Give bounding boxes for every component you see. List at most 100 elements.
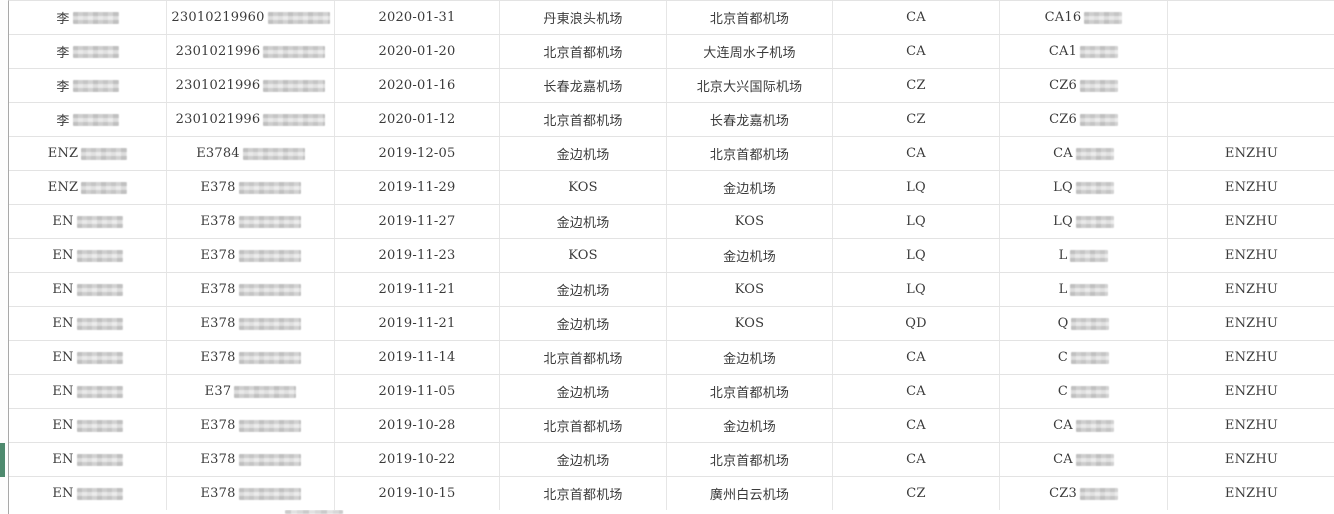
cell-flight-date[interactable]: 2019-11-21 xyxy=(335,273,500,306)
cell-airline-code[interactable]: LQ xyxy=(833,171,1000,204)
cell-passenger-name[interactable]: 李 xyxy=(9,69,167,102)
cell-arrival-airport[interactable]: 金边机场 xyxy=(667,341,833,374)
cell-passenger-name[interactable]: 李 xyxy=(9,35,167,68)
cell-holder-name[interactable]: ENZHU xyxy=(1224,146,1279,161)
cell-airline-code[interactable]: LQ xyxy=(833,239,1000,272)
cell-holder-name[interactable]: ENZHU xyxy=(1224,214,1279,229)
cell-passenger-name[interactable]: EN xyxy=(9,205,167,238)
cell-flight-number[interactable]: L xyxy=(1000,239,1168,272)
cell-id-number[interactable]: 23010219960 xyxy=(167,1,335,34)
cell-arrival-airport[interactable]: KOS xyxy=(667,307,833,340)
cell-flight-number[interactable]: CA16 xyxy=(1000,1,1168,34)
cell-passenger-name[interactable]: EN xyxy=(9,239,167,272)
cell-passenger-name[interactable]: EN xyxy=(9,409,167,442)
cell-flight-number[interactable]: CA xyxy=(1000,409,1168,442)
cell-holder-name[interactable] xyxy=(1168,69,1334,102)
cell-airline-code[interactable]: CA xyxy=(833,1,1000,34)
cell-departure-airport[interactable]: 北京首都机场 xyxy=(500,35,667,68)
cell-holder-name[interactable]: ENZHU xyxy=(1224,486,1279,501)
cell-departure-airport[interactable]: 北京首都机场 xyxy=(500,409,667,442)
cell-holder-name[interactable]: ENZHU xyxy=(1224,384,1279,399)
cell-airline-code[interactable]: CZ xyxy=(833,103,1000,136)
cell-holder-name[interactable]: ENZHU xyxy=(1224,418,1279,433)
cell-holder-name[interactable]: ENZHU xyxy=(1224,452,1279,467)
cell-holder-name[interactable]: ENZHU xyxy=(1224,248,1279,263)
cell-id-number[interactable]: E378 xyxy=(167,273,335,306)
cell-flight-date[interactable]: 2020-01-31 xyxy=(335,1,500,34)
cell-passenger-name[interactable]: EN xyxy=(9,375,167,408)
cell-departure-airport[interactable]: 丹東浪头机场 xyxy=(500,1,667,34)
cell-airline-code[interactable]: LQ xyxy=(833,205,1000,238)
cell-passenger-name[interactable]: ENZ xyxy=(9,137,167,170)
cell-airline-code[interactable]: CZ xyxy=(833,69,1000,102)
cell-flight-date[interactable]: 2019-11-27 xyxy=(335,205,500,238)
cell-id-number[interactable]: E378 xyxy=(167,307,335,340)
cell-flight-number[interactable]: CZ6 xyxy=(1000,69,1168,102)
cell-departure-airport[interactable]: 北京首都机场 xyxy=(500,341,667,374)
cell-airline-code[interactable]: LQ xyxy=(833,273,1000,306)
cell-holder-name[interactable]: ENZHU xyxy=(1224,180,1279,195)
cell-id-number[interactable]: 2301021996 xyxy=(167,69,335,102)
cell-flight-date[interactable]: 2019-11-14 xyxy=(335,341,500,374)
cell-flight-date[interactable]: 2019-10-15 xyxy=(335,477,500,510)
cell-departure-airport[interactable]: 北京首都机场 xyxy=(500,103,667,136)
cell-holder-name[interactable] xyxy=(1168,35,1334,68)
cell-arrival-airport[interactable]: 大连周水子机场 xyxy=(667,35,833,68)
cell-holder-name[interactable] xyxy=(1168,103,1334,136)
cell-departure-airport[interactable]: 金边机场 xyxy=(500,307,667,340)
cell-holder-name[interactable]: ENZHU xyxy=(1224,282,1279,297)
cell-id-number[interactable]: E37 xyxy=(167,375,335,408)
cell-departure-airport[interactable]: 金边机场 xyxy=(500,375,667,408)
cell-passenger-name[interactable]: EN xyxy=(9,443,167,476)
cell-flight-number[interactable]: Q xyxy=(1000,307,1168,340)
cell-airline-code[interactable]: CA xyxy=(833,375,1000,408)
cell-departure-airport[interactable]: 北京首都机场 xyxy=(500,477,667,510)
cell-id-number[interactable]: 2301021996 xyxy=(167,103,335,136)
cell-flight-date[interactable]: 2019-10-28 xyxy=(335,409,500,442)
cell-flight-date[interactable]: 2020-01-12 xyxy=(335,103,500,136)
cell-flight-date[interactable]: 2019-11-23 xyxy=(335,239,500,272)
cell-passenger-name[interactable]: EN xyxy=(9,477,167,510)
cell-flight-number[interactable]: C xyxy=(1000,341,1168,374)
cell-passenger-name[interactable]: ENZ xyxy=(9,171,167,204)
cell-flight-date[interactable]: 2019-12-05 xyxy=(335,137,500,170)
cell-flight-date[interactable]: 2019-11-21 xyxy=(335,307,500,340)
cell-arrival-airport[interactable]: 北京首都机场 xyxy=(667,137,833,170)
cell-flight-number[interactable]: CZ3 xyxy=(1000,477,1168,510)
cell-airline-code[interactable]: CA xyxy=(833,137,1000,170)
cell-flight-number[interactable]: CA1 xyxy=(1000,35,1168,68)
cell-airline-code[interactable]: CA xyxy=(833,341,1000,374)
cell-passenger-name[interactable]: EN xyxy=(9,341,167,374)
cell-flight-number[interactable]: CA xyxy=(1000,443,1168,476)
cell-passenger-name[interactable]: 李 xyxy=(9,1,167,34)
cell-airline-code[interactable]: CA xyxy=(833,409,1000,442)
cell-passenger-name[interactable]: 李 xyxy=(9,103,167,136)
cell-arrival-airport[interactable]: 廣州白云机场 xyxy=(667,477,833,510)
cell-flight-date[interactable]: 2019-11-05 xyxy=(335,375,500,408)
cell-arrival-airport[interactable]: 北京首都机场 xyxy=(667,1,833,34)
cell-id-number[interactable]: E378 xyxy=(167,239,335,272)
cell-holder-name[interactable] xyxy=(1168,1,1334,34)
cell-arrival-airport[interactable]: 北京首都机场 xyxy=(667,443,833,476)
cell-passenger-name[interactable]: EN xyxy=(9,273,167,306)
cell-airline-code[interactable]: CA xyxy=(833,443,1000,476)
cell-flight-date[interactable]: 2020-01-20 xyxy=(335,35,500,68)
cell-departure-airport[interactable]: 长春龙嘉机场 xyxy=(500,69,667,102)
cell-id-number[interactable]: E378 xyxy=(167,205,335,238)
cell-departure-airport[interactable]: KOS xyxy=(500,171,667,204)
cell-departure-airport[interactable]: KOS xyxy=(500,239,667,272)
cell-id-number[interactable]: E378 xyxy=(167,477,335,510)
cell-airline-code[interactable]: CZ xyxy=(833,477,1000,510)
cell-departure-airport[interactable]: 金边机场 xyxy=(500,137,667,170)
cell-arrival-airport[interactable]: KOS xyxy=(667,273,833,306)
cell-flight-number[interactable]: LQ xyxy=(1000,205,1168,238)
cell-arrival-airport[interactable]: 金边机场 xyxy=(667,171,833,204)
cell-arrival-airport[interactable]: KOS xyxy=(667,205,833,238)
cell-id-number[interactable]: E378 xyxy=(167,443,335,476)
cell-airline-code[interactable]: QD xyxy=(833,307,1000,340)
cell-departure-airport[interactable]: 金边机场 xyxy=(500,443,667,476)
cell-arrival-airport[interactable]: 长春龙嘉机场 xyxy=(667,103,833,136)
cell-arrival-airport[interactable]: 金边机场 xyxy=(667,409,833,442)
cell-id-number[interactable]: E378 xyxy=(167,341,335,374)
cell-flight-number[interactable]: CA xyxy=(1000,137,1168,170)
